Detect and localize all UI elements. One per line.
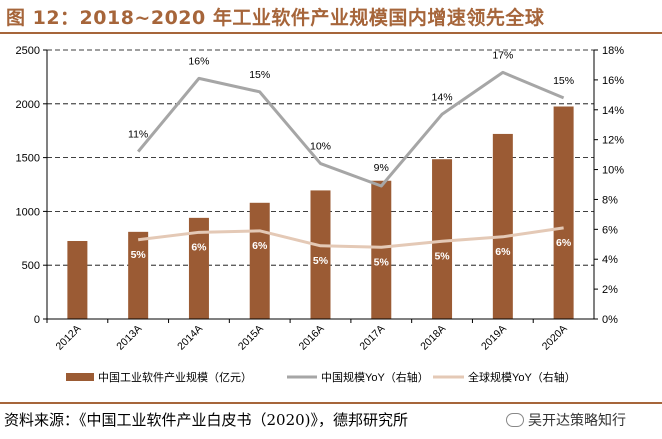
x-tick-label: 2013A	[114, 323, 144, 353]
bar	[492, 133, 513, 319]
domestic-yoy-label: 15%	[249, 69, 270, 81]
right-tick-label: 4%	[602, 254, 618, 266]
left-tick-label: 2500	[16, 45, 40, 57]
x-tick-label: 2014A	[175, 323, 205, 353]
domestic-yoy-label: 14%	[432, 91, 453, 103]
right-tick-label: 12%	[602, 135, 624, 147]
chart: 11%16%15%10%9%14%17%15%5%6% 6%5% 5% 5% 6%6% …	[16, 45, 625, 384]
x-tick-label: 2018A	[418, 323, 448, 353]
right-tick-label: 0%	[602, 314, 618, 326]
global-yoy-label: 6%	[252, 240, 268, 252]
domestic-yoy-label: 16%	[188, 55, 209, 67]
right-tick-label: 8%	[602, 194, 618, 206]
legend-label-global: 全球规模YoY（右轴）	[468, 370, 576, 384]
watermark-text: 吴开达策略知行	[528, 413, 626, 429]
bar	[432, 159, 453, 319]
left-tick-label: 0	[34, 314, 40, 326]
x-tick-label: 2016A	[297, 323, 327, 353]
domestic-yoy-label: 11%	[128, 129, 148, 141]
footer-rule	[0, 402, 662, 404]
x-tick-label: 2012A	[54, 323, 84, 353]
domestic-yoy-label: 15%	[553, 75, 574, 87]
global-yoy-label: 6%	[556, 237, 572, 249]
bar	[249, 202, 270, 319]
title-rule	[0, 32, 662, 34]
legend-swatch-bar	[66, 373, 94, 381]
x-tick-label: 2017A	[357, 323, 387, 353]
left-tick-label: 2000	[16, 99, 40, 111]
left-tick-label: 1000	[16, 206, 40, 218]
global-yoy-label: 5%	[131, 249, 147, 261]
right-tick-label: 6%	[602, 224, 618, 236]
bar	[67, 240, 88, 319]
right-tick-label: 2%	[602, 284, 618, 296]
right-tick-label: 14%	[602, 105, 624, 117]
wechat-icon	[506, 413, 524, 427]
chart-legend: 中国工业软件产业规模（亿元） 中国规模YoY（右轴） 全球规模YoY（右轴）	[66, 370, 576, 384]
domestic-yoy-label: 17%	[492, 49, 513, 61]
bar	[310, 190, 331, 319]
x-tick-label: 2020A	[540, 323, 570, 353]
watermark: 吴开达策略知行	[506, 410, 626, 430]
left-tick-label: 1500	[16, 153, 40, 165]
global-yoy-label: 5%	[313, 255, 329, 267]
right-tick-label: 18%	[602, 45, 624, 57]
x-tick-label: 2015A	[236, 323, 266, 353]
global-yoy-label: 6%	[191, 241, 207, 253]
right-tick-label: 16%	[602, 75, 624, 87]
left-tick-label: 500	[22, 260, 40, 272]
figure-title: 图 12：2018~2020 年工业软件产业规模国内增速领先全球	[6, 7, 545, 29]
bar	[188, 217, 209, 319]
domestic-yoy-line	[137, 70, 565, 188]
global-yoy-label: 6%	[495, 246, 511, 258]
global-yoy-line	[137, 226, 564, 249]
right-tick-label: 10%	[602, 165, 624, 177]
line-series: 11% 16% 15% 10% 9% 14% 17% 15% 5% 6% 6% 5% 5% 5% 6% 6%	[128, 49, 574, 268]
domestic-yoy-label: 9%	[374, 162, 389, 174]
legend-label-bar: 中国工业软件产业规模（亿元）	[98, 370, 252, 384]
bar	[371, 180, 392, 319]
domestic-yoy-label: 10%	[310, 141, 331, 153]
bar	[128, 231, 149, 319]
global-yoy-label: 5%	[434, 250, 450, 262]
bar	[553, 106, 574, 320]
legend-label-domestic: 中国规模YoY（右轴）	[321, 370, 429, 384]
x-tick-label: 2019A	[479, 323, 509, 353]
source-note: 资料来源：《中国工业软件产业白皮书（2020)》，德邦研究所	[4, 411, 409, 429]
global-yoy-label: 5%	[374, 256, 390, 268]
